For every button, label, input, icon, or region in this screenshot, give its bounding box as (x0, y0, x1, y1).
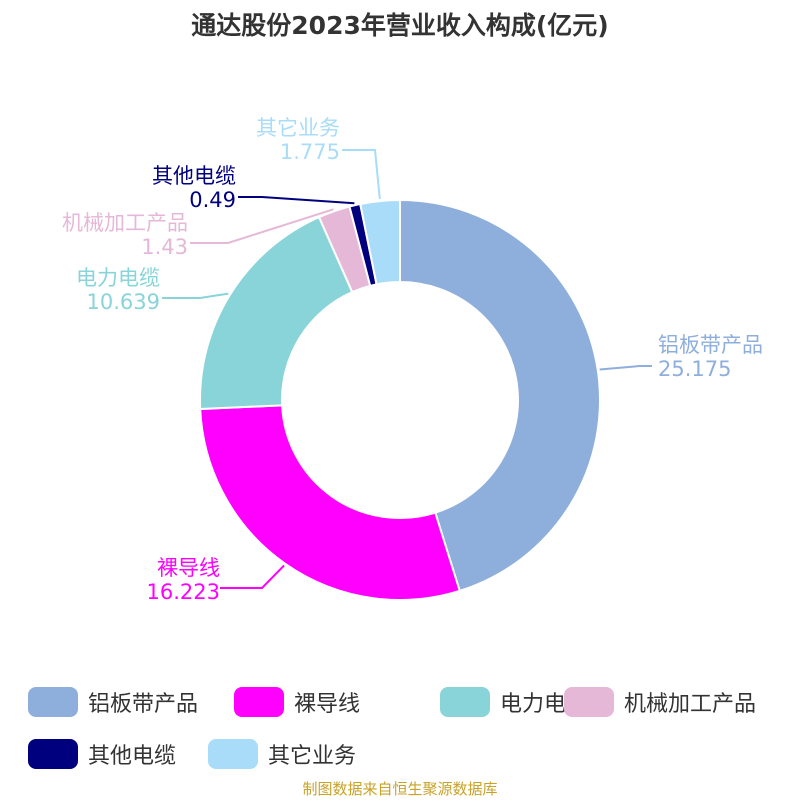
slice-label-5: 其他电缆 (152, 164, 236, 188)
slice-label-2: 裸导线 (157, 556, 220, 580)
slice-label-3: 电力电缆 (76, 266, 160, 290)
slice-value-2: 16.223 (147, 580, 220, 604)
slice-3[interactable] (199, 215, 354, 411)
legend-swatch (208, 739, 258, 769)
slice-value-5: 0.49 (189, 188, 236, 212)
callout-line-6 (342, 149, 381, 200)
legend-label: 其他电缆 (88, 744, 177, 769)
slice-label-6: 其它业务 (256, 116, 340, 140)
slices-layer (199, 198, 601, 601)
legend-item-5[interactable]: 其他电缆 (28, 736, 176, 772)
legend-swatch (234, 687, 284, 717)
legend-swatch (28, 739, 78, 769)
slice-1[interactable] (399, 198, 601, 593)
source-note: 制图数据来自恒生聚源数据库 (302, 780, 498, 798)
legend-swatch (28, 687, 78, 717)
slice-value-6: 1.775 (280, 140, 340, 164)
slice-label-4: 机械加工产品 (62, 211, 188, 235)
slice-value-4: 1.43 (141, 235, 188, 259)
callout-line-4 (190, 208, 334, 244)
legend-swatch (440, 687, 490, 717)
legend-item-1[interactable]: 铝板带产品 (28, 684, 198, 720)
legend-item-2[interactable]: 裸导线 (234, 684, 360, 720)
legend-label: 裸导线 (294, 692, 361, 717)
legend-swatch (564, 687, 614, 717)
callout-line-1 (599, 365, 652, 371)
slice-value-1: 25.175 (658, 357, 731, 381)
chart-title: 通达股份2023年营业收入构成(亿元) (191, 11, 609, 40)
slice-label-1: 铝板带产品 (658, 333, 763, 357)
callout-line-5 (238, 196, 355, 205)
slice-2[interactable] (199, 404, 462, 601)
legend-label: 其它业务 (268, 744, 357, 769)
slice-6[interactable] (359, 198, 401, 286)
legend-item-6[interactable]: 其它业务 (208, 736, 356, 772)
slice-value-3: 10.639 (87, 290, 160, 314)
legend-item-4[interactable]: 机械加工产品 (564, 684, 756, 720)
legend-label: 机械加工产品 (624, 692, 757, 717)
callout-line-3 (162, 292, 229, 299)
legend-label: 铝板带产品 (88, 692, 199, 717)
callout-line-2 (220, 564, 285, 589)
